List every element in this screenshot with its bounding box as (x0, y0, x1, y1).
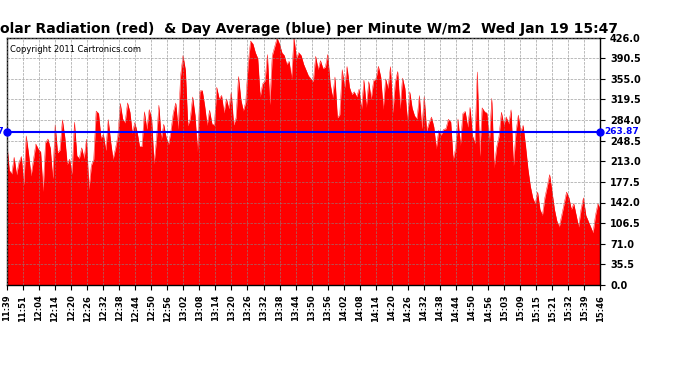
Text: 263.87: 263.87 (604, 127, 639, 136)
Title: Solar Radiation (red)  & Day Average (blue) per Minute W/m2  Wed Jan 19 15:47: Solar Radiation (red) & Day Average (blu… (0, 22, 618, 36)
Text: 263.87: 263.87 (0, 127, 5, 136)
Text: Copyright 2011 Cartronics.com: Copyright 2011 Cartronics.com (10, 45, 141, 54)
